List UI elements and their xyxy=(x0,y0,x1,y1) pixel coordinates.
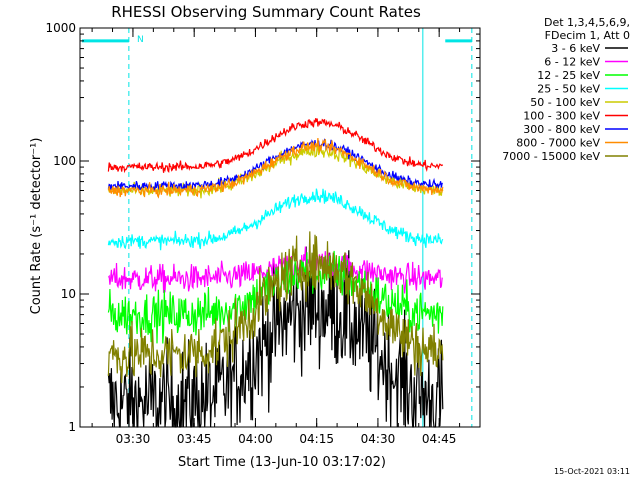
plot-area: N xyxy=(79,28,473,428)
legend-label-2: 12 - 25 keV xyxy=(537,69,600,82)
series-line-0 xyxy=(107,246,444,428)
legend-label-0: 3 - 6 keV xyxy=(551,42,600,55)
series-line-8 xyxy=(107,231,444,384)
legend-label-1: 6 - 12 keV xyxy=(544,56,600,69)
series-line-5 xyxy=(107,118,444,174)
legend-label-8: 7000 - 15000 keV xyxy=(502,150,600,163)
y-tick-label-1: 10 xyxy=(61,287,76,301)
axes: 1 10 100 1000 03:30 03:45 04:00 04:15 04:30 04:45 xyxy=(45,21,481,446)
legend-label-6: 300 - 800 keV xyxy=(523,123,600,136)
legend: Det 1,3,4,5,6,9,FDecim 1, Att 03 - 6 keV… xyxy=(502,16,630,163)
x-tick-label-0: 03:30 xyxy=(116,432,151,446)
legend-label-7: 800 - 7000 keV xyxy=(516,137,600,150)
x-tick-label-2: 04:00 xyxy=(238,432,273,446)
chart-title: RHESSI Observing Summary Count Rates xyxy=(111,3,421,21)
x-tick-label-4: 04:30 xyxy=(361,432,396,446)
x-tick-label-1: 03:45 xyxy=(177,432,212,446)
generated-timestamp: 15-Oct-2021 03:11 xyxy=(554,467,630,476)
y-tick-label-3: 1000 xyxy=(45,21,76,35)
x-tick-label-5: 04:45 xyxy=(422,432,457,446)
series-line-7 xyxy=(107,138,444,199)
x-axis-label: Start Time (13-Jun-10 03:17:02) xyxy=(178,455,386,470)
legend-header-1: FDecim 1, Att 0 xyxy=(545,29,630,42)
y-axis-label: Count Rate (s⁻¹ detector⁻¹) xyxy=(29,138,44,315)
annotation-0: N xyxy=(137,35,144,45)
series-line-3 xyxy=(107,188,444,251)
legend-label-3: 25 - 50 keV xyxy=(537,83,600,96)
legend-header-0: Det 1,3,4,5,6,9, xyxy=(544,16,630,29)
plot-frame xyxy=(79,27,481,428)
y-tick-label-0: 1 xyxy=(68,420,76,434)
x-tick-label-3: 04:15 xyxy=(299,432,334,446)
y-tick-label-2: 100 xyxy=(53,154,76,168)
legend-label-5: 100 - 300 keV xyxy=(523,110,600,123)
legend-label-4: 50 - 100 keV xyxy=(530,96,600,109)
